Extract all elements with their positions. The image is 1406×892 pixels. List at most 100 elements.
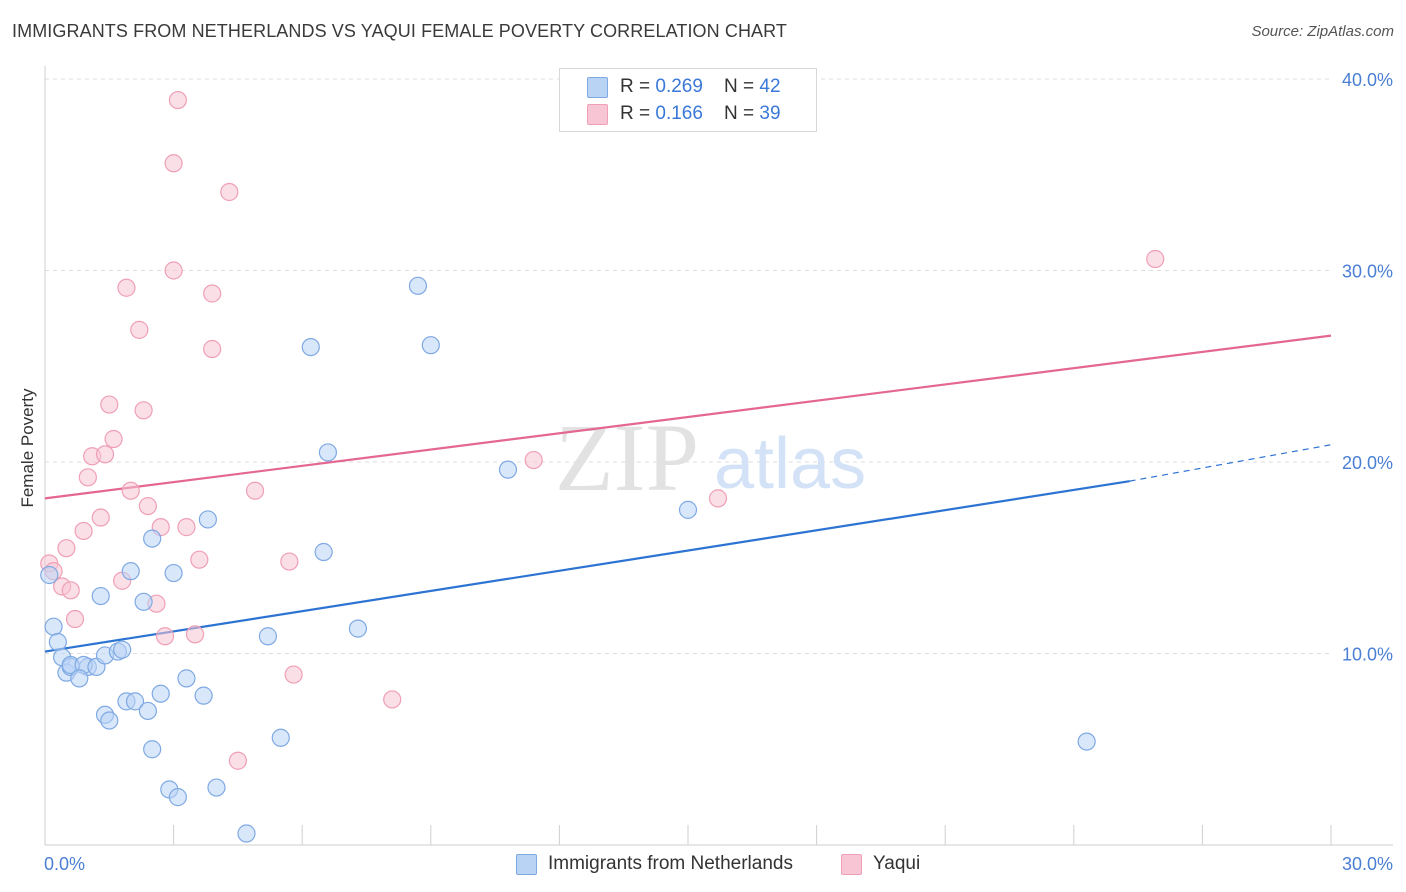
chart-title: IMMIGRANTS FROM NETHERLANDS VS YAQUI FEM… xyxy=(12,21,788,41)
series-legend-label: Yaqui xyxy=(873,853,921,874)
point-netherlands xyxy=(207,778,226,797)
legend-r-value: 0.166 xyxy=(655,103,703,124)
legend-n-label: N = xyxy=(724,76,760,97)
y-tick-label: 10.0% xyxy=(1342,645,1393,665)
point-yaqui xyxy=(164,261,183,280)
point-yaqui xyxy=(65,609,85,629)
point-netherlands xyxy=(143,740,162,759)
point-yaqui xyxy=(100,395,119,414)
y-tick-label: 40.0% xyxy=(1342,70,1393,90)
series-legend: Immigrants from Netherlands Yaqui xyxy=(0,852,1406,878)
point-netherlands xyxy=(113,640,132,659)
point-netherlands xyxy=(194,686,213,705)
legend-r-value: 0.269 xyxy=(655,76,703,97)
point-yaqui xyxy=(57,539,76,558)
point-yaqui xyxy=(220,182,239,202)
point-yaqui xyxy=(1146,249,1165,269)
point-netherlands xyxy=(151,684,170,703)
point-netherlands xyxy=(271,728,290,747)
point-yaqui xyxy=(203,284,222,303)
y-tick-label: 30.0% xyxy=(1342,262,1393,282)
point-yaqui xyxy=(284,665,303,684)
point-yaqui xyxy=(95,445,115,464)
point-netherlands xyxy=(678,500,698,519)
legend-swatch-blue xyxy=(587,77,608,98)
grid-lines xyxy=(45,78,1331,654)
watermark-atlas: atlas xyxy=(714,424,866,504)
series-legend-label: Immigrants from Netherlands xyxy=(548,853,793,874)
point-netherlands xyxy=(348,619,368,638)
trend-line-netherlands xyxy=(44,480,1130,653)
point-yaqui xyxy=(78,468,97,487)
legend-r-label: R = xyxy=(620,76,656,97)
point-yaqui xyxy=(61,581,80,600)
point-netherlands xyxy=(91,586,110,606)
data-points xyxy=(40,90,1165,843)
point-netherlands xyxy=(168,788,187,807)
point-netherlands xyxy=(143,529,162,548)
trend-line-yaqui xyxy=(44,334,1332,500)
point-netherlands xyxy=(1077,732,1096,751)
point-yaqui xyxy=(91,508,110,527)
point-yaqui xyxy=(228,751,247,770)
point-netherlands xyxy=(198,510,217,529)
point-netherlands xyxy=(498,460,518,479)
point-yaqui xyxy=(708,489,728,508)
point-netherlands xyxy=(314,542,333,562)
point-netherlands xyxy=(237,824,256,843)
point-yaqui xyxy=(155,627,175,646)
point-yaqui xyxy=(383,690,402,709)
point-netherlands xyxy=(48,632,67,652)
point-yaqui xyxy=(190,550,209,569)
legend-n-label: N = xyxy=(724,103,760,124)
point-yaqui xyxy=(134,401,153,420)
point-netherlands xyxy=(318,443,338,462)
correlation-legend: R = 0.269 N = 42 R = 0.166 N = 39 xyxy=(559,68,817,132)
point-yaqui xyxy=(74,521,93,541)
point-yaqui xyxy=(168,90,187,110)
point-yaqui xyxy=(203,339,222,359)
point-yaqui xyxy=(185,625,205,644)
point-netherlands xyxy=(40,565,59,585)
series-swatch-pink xyxy=(841,854,862,875)
point-yaqui xyxy=(138,496,157,516)
point-yaqui xyxy=(280,552,299,571)
point-netherlands xyxy=(421,336,440,355)
tick-labels: 10.0% 20.0% 30.0% 40.0% 0.0% 30.0% xyxy=(44,70,1393,874)
legend-n-value: 42 xyxy=(759,76,781,97)
x-tick-label-end: 30.0% xyxy=(1342,854,1393,874)
series-swatch-blue xyxy=(516,854,537,875)
legend-r-label: R = xyxy=(620,103,656,124)
point-netherlands xyxy=(164,563,183,583)
point-yaqui xyxy=(117,278,136,297)
watermark: ZIP atlas xyxy=(555,404,866,511)
point-yaqui xyxy=(245,481,265,500)
point-yaqui xyxy=(524,450,543,470)
point-netherlands xyxy=(70,669,89,688)
trend-line-netherlands-extension xyxy=(1129,444,1332,482)
trend-lines xyxy=(44,334,1332,653)
point-yaqui xyxy=(177,518,196,537)
point-netherlands xyxy=(44,617,63,636)
point-netherlands xyxy=(408,276,428,295)
point-netherlands xyxy=(121,562,140,581)
y-tick-label: 20.0% xyxy=(1342,453,1393,473)
point-netherlands xyxy=(134,592,153,611)
point-netherlands xyxy=(177,669,196,688)
point-yaqui xyxy=(104,429,123,449)
point-netherlands xyxy=(138,701,157,721)
source-credit: Source: ZipAtlas.com xyxy=(1251,23,1394,40)
point-yaqui xyxy=(130,320,149,339)
watermark-zip: ZIP xyxy=(555,404,699,511)
point-netherlands xyxy=(125,692,145,711)
x-tick-label-start: 0.0% xyxy=(44,854,85,874)
legend-swatch-pink xyxy=(587,104,608,125)
point-netherlands xyxy=(301,338,320,357)
point-netherlands xyxy=(100,711,119,730)
axes xyxy=(44,66,1393,846)
legend-n-value: 39 xyxy=(759,103,781,124)
point-yaqui xyxy=(121,481,140,500)
point-yaqui xyxy=(164,154,183,173)
point-netherlands xyxy=(258,627,278,646)
